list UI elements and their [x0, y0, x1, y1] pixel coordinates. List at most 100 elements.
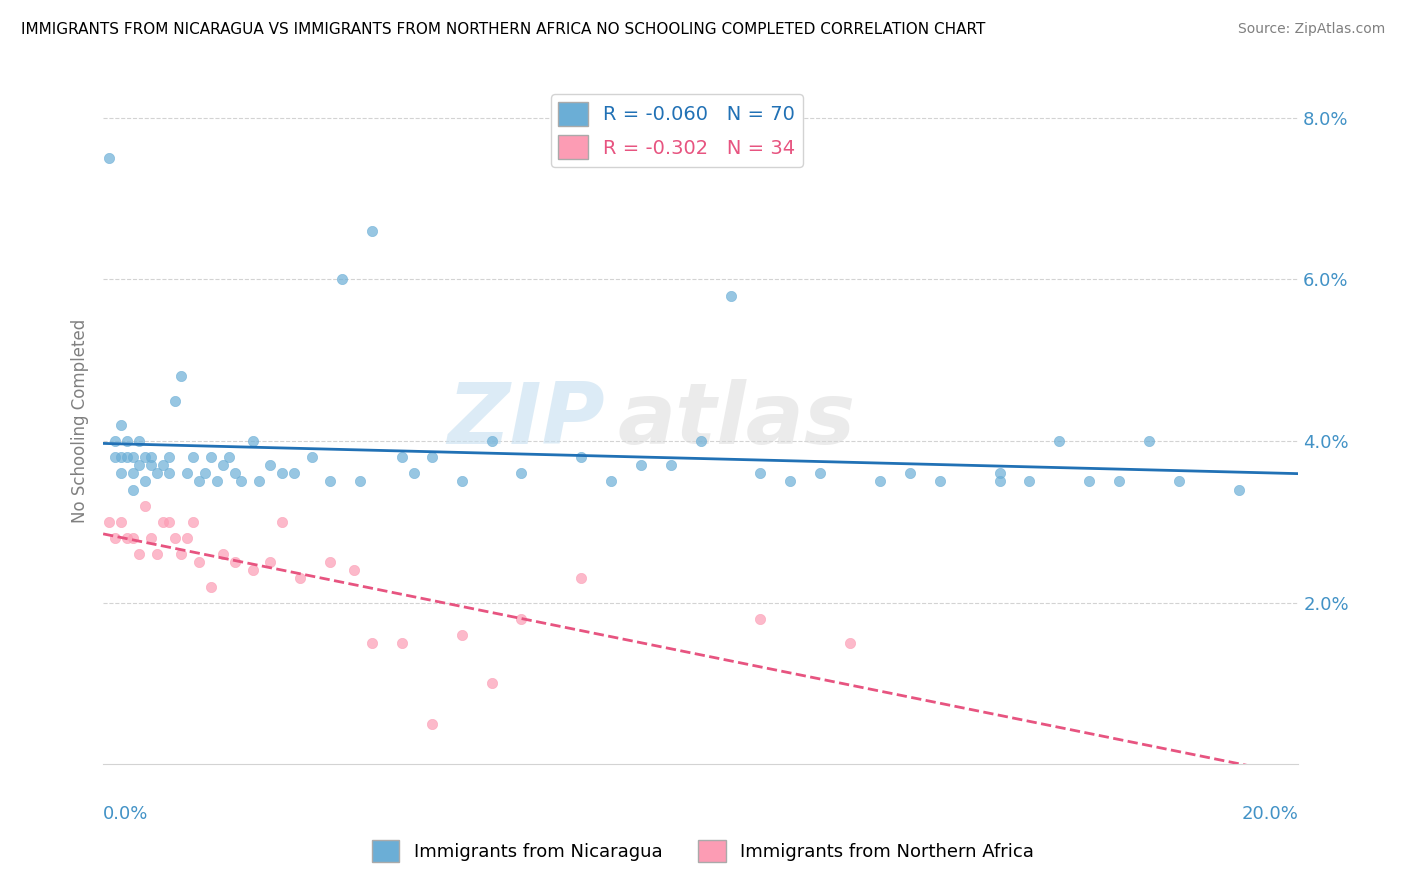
Point	[229, 475, 252, 489]
Point	[139, 458, 162, 473]
Point	[689, 434, 711, 448]
Point	[157, 515, 180, 529]
Point	[104, 531, 127, 545]
Point	[122, 467, 145, 481]
Point	[808, 467, 831, 481]
Point	[187, 555, 209, 569]
Point	[720, 288, 742, 302]
Point	[115, 450, 138, 465]
Point	[290, 571, 312, 585]
Point	[420, 717, 443, 731]
Point	[104, 450, 127, 465]
Point	[283, 467, 305, 481]
Point	[839, 636, 862, 650]
Point	[122, 531, 145, 545]
Point	[128, 458, 150, 473]
Point	[181, 515, 204, 529]
Point	[211, 458, 233, 473]
Point	[134, 450, 156, 465]
Point	[98, 151, 121, 165]
Point	[211, 547, 233, 561]
Point	[218, 450, 240, 465]
Point	[481, 434, 503, 448]
Point	[115, 434, 138, 448]
Point	[349, 475, 371, 489]
Point	[152, 458, 174, 473]
Point	[749, 467, 772, 481]
Point	[122, 450, 145, 465]
Point	[128, 434, 150, 448]
Point	[139, 450, 162, 465]
Point	[104, 434, 127, 448]
Text: Source: ZipAtlas.com: Source: ZipAtlas.com	[1237, 22, 1385, 37]
Legend: Immigrants from Nicaragua, Immigrants from Northern Africa: Immigrants from Nicaragua, Immigrants fr…	[366, 833, 1040, 870]
Point	[271, 515, 294, 529]
Text: 0.0%: 0.0%	[103, 805, 149, 823]
Point	[134, 475, 156, 489]
Point	[152, 515, 174, 529]
Point	[361, 224, 384, 238]
Point	[242, 563, 264, 577]
Text: ZIP: ZIP	[447, 379, 605, 462]
Point	[157, 450, 180, 465]
Point	[1018, 475, 1040, 489]
Point	[187, 475, 209, 489]
Point	[134, 499, 156, 513]
Point	[319, 475, 342, 489]
Point	[510, 612, 533, 626]
Y-axis label: No Schooling Completed: No Schooling Completed	[72, 318, 89, 523]
Point	[402, 467, 425, 481]
Point	[1047, 434, 1070, 448]
Point	[110, 417, 132, 432]
Point	[110, 515, 132, 529]
Point	[259, 555, 281, 569]
Point	[170, 369, 193, 384]
Point	[176, 531, 198, 545]
Text: IMMIGRANTS FROM NICARAGUA VS IMMIGRANTS FROM NORTHERN AFRICA NO SCHOOLING COMPLE: IMMIGRANTS FROM NICARAGUA VS IMMIGRANTS …	[21, 22, 986, 37]
Point	[1078, 475, 1101, 489]
Point	[450, 628, 472, 642]
Point	[898, 467, 921, 481]
Point	[330, 272, 353, 286]
Point	[194, 467, 217, 481]
Point	[869, 475, 891, 489]
Point	[779, 475, 801, 489]
Point	[659, 458, 682, 473]
Point	[200, 450, 222, 465]
Point	[259, 458, 281, 473]
Point	[110, 467, 132, 481]
Point	[749, 612, 772, 626]
Point	[600, 475, 623, 489]
Point	[361, 636, 384, 650]
Point	[391, 450, 413, 465]
Point	[630, 458, 652, 473]
Point	[450, 475, 472, 489]
Point	[98, 515, 121, 529]
Point	[319, 555, 342, 569]
Text: atlas: atlas	[617, 379, 855, 462]
Point	[170, 547, 193, 561]
Text: 20.0%: 20.0%	[1241, 805, 1298, 823]
Point	[163, 531, 186, 545]
Point	[569, 450, 592, 465]
Point	[247, 475, 270, 489]
Point	[988, 467, 1011, 481]
Point	[928, 475, 950, 489]
Point	[1167, 475, 1189, 489]
Point	[128, 547, 150, 561]
Point	[224, 467, 246, 481]
Point	[391, 636, 413, 650]
Point	[301, 450, 323, 465]
Point	[200, 580, 222, 594]
Point	[115, 531, 138, 545]
Point	[569, 571, 592, 585]
Point	[343, 563, 366, 577]
Point	[481, 676, 503, 690]
Point	[420, 450, 443, 465]
Point	[224, 555, 246, 569]
Point	[1227, 483, 1250, 497]
Point	[110, 450, 132, 465]
Point	[146, 547, 169, 561]
Point	[146, 467, 169, 481]
Point	[139, 531, 162, 545]
